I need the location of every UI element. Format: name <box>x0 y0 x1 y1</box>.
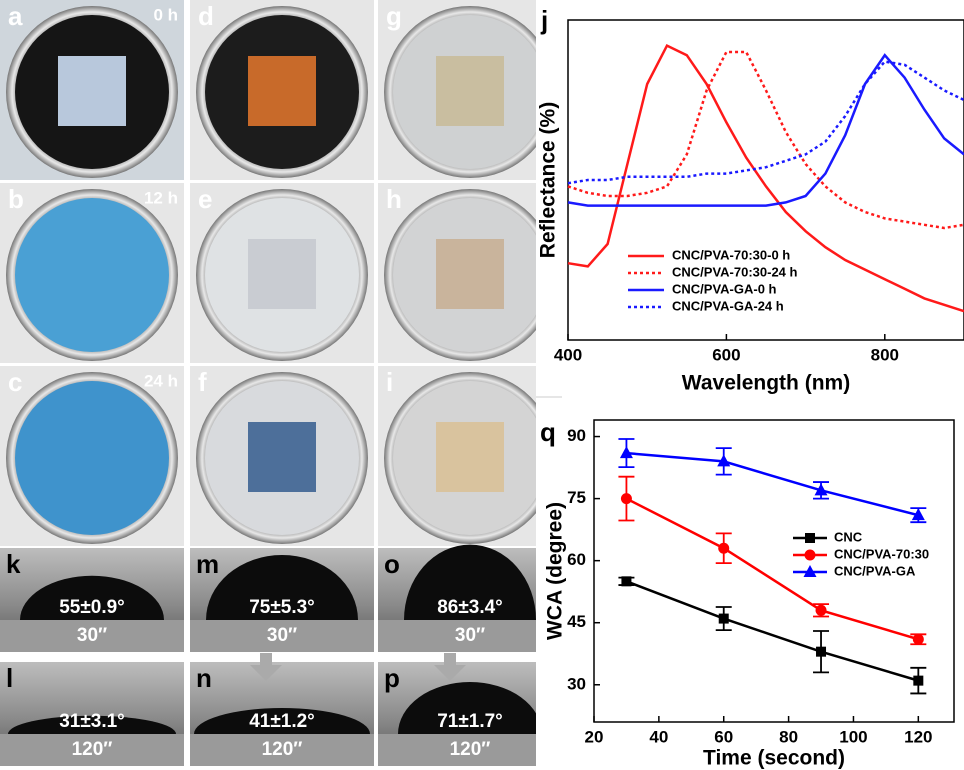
legend-label: CNC/PVA-GA-0 h <box>672 281 777 296</box>
drop-panel: k 55±0.9° 30″ <box>0 548 184 652</box>
panel-label: j <box>540 5 548 35</box>
panel-label: g <box>386 1 402 31</box>
time-label: 30″ <box>77 625 107 646</box>
x-tick-label: 100 <box>839 727 867 746</box>
legend-label: CNC/PVA-70:30-24 h <box>672 264 798 279</box>
legend-label: CNC/PVA-70:30 <box>834 546 929 561</box>
panel-label: i <box>386 367 393 397</box>
panel-label: d <box>198 1 214 31</box>
time-label: 120″ <box>262 739 303 760</box>
panel-label: a <box>8 1 23 31</box>
time-label: 120″ <box>72 739 113 760</box>
film <box>436 56 504 126</box>
x-axis-title: Wavelength (nm) <box>682 372 850 395</box>
x-tick-label: 80 <box>779 727 798 746</box>
marker <box>718 543 729 554</box>
film <box>436 239 504 309</box>
photo-panel: b 12 h <box>0 183 184 363</box>
drop-panel: l 31±3.1° 120″ <box>0 662 184 766</box>
time-label: 120″ <box>450 739 491 760</box>
time-label: 24 h <box>144 371 178 390</box>
chart: j 400 600 800 Wavelength (nm) Reflectance (%)… <box>536 0 964 396</box>
contact-angle: 41±1.2° <box>249 711 315 732</box>
contact-angle: 75±5.3° <box>249 597 315 618</box>
charts: j 400 600 800 Wavelength (nm) Reflectance (%)… <box>536 0 964 770</box>
contact-angle: 55±0.9° <box>59 597 125 618</box>
film <box>436 422 504 492</box>
photo-panel: d <box>190 0 374 180</box>
y-tick-label: 45 <box>567 612 586 631</box>
panel-label: o <box>384 549 400 579</box>
marker <box>805 550 816 561</box>
panel-label: f <box>198 367 207 397</box>
y-axis-title: Reflectance (%) <box>537 102 560 258</box>
drop-panel: p 71±1.7° 120″ <box>378 662 562 766</box>
film <box>58 56 126 126</box>
film <box>248 56 316 126</box>
panel-label: l <box>6 663 13 693</box>
marker <box>913 676 923 686</box>
x-tick-label: 60 <box>714 727 733 746</box>
chart: q 20 40 60 80 100 120 30 45 60 75 90 Time (second) WC… <box>536 398 964 770</box>
figure-canvas: a 0 h b 12 h c 24 h d e f g h i k 55±0.9° 30″ l 31±3.1°… <box>0 0 964 770</box>
panel-label: b <box>8 184 24 214</box>
drop-panel: n 41±1.2° 120″ <box>190 662 374 766</box>
marker <box>621 576 631 586</box>
drop-panel: m 75±5.3° 30″ <box>190 548 374 652</box>
panel-label: n <box>196 663 212 693</box>
marker <box>621 493 632 504</box>
photo-panel: e <box>190 183 374 363</box>
drop-panels: k 55±0.9° 30″ l 31±3.1° 120″ m 75±5.3° 30″ n 41±1.… <box>0 545 562 766</box>
y-tick-label: 30 <box>567 674 586 693</box>
marker <box>816 647 826 657</box>
legend-label: CNC/PVA-GA-24 h <box>672 298 784 313</box>
marker <box>719 614 729 624</box>
y-tick-label: 90 <box>567 426 586 445</box>
marker <box>805 533 815 543</box>
figure: a 0 h b 12 h c 24 h d e f g h i k 55±0.9° 30″ l 31±3.1°… <box>0 0 964 770</box>
panel-label: p <box>384 663 400 693</box>
contact-angle: 86±3.4° <box>437 597 503 618</box>
marker <box>816 605 827 616</box>
photo-panel: c 24 h <box>0 366 184 546</box>
x-axis-title: Time (second) <box>703 747 845 770</box>
film <box>248 239 316 309</box>
legend-label: CNC <box>834 529 863 544</box>
time-label: 0 h <box>153 5 178 24</box>
photo-panel: h <box>378 183 562 363</box>
film <box>248 422 316 492</box>
panel-label: e <box>198 184 212 214</box>
x-tick-label: 600 <box>712 345 740 364</box>
y-tick-label: 75 <box>567 488 586 507</box>
y-tick-label: 60 <box>567 550 586 569</box>
time-label: 30″ <box>455 625 485 646</box>
photo-panel: g <box>378 0 562 180</box>
marker <box>913 634 924 645</box>
chart-background <box>536 398 964 770</box>
panel-label: m <box>196 549 219 579</box>
x-tick-label: 40 <box>649 727 668 746</box>
drop-panel: o 86±3.4° 30″ <box>378 545 562 652</box>
time-label: 30″ <box>267 625 297 646</box>
photo-panel: i <box>378 366 562 546</box>
x-tick-label: 20 <box>585 727 604 746</box>
dish-inner <box>15 198 169 352</box>
contact-angle: 71±1.7° <box>437 711 503 732</box>
contact-angle: 31±3.1° <box>59 711 125 732</box>
panel-label: k <box>6 549 21 579</box>
photo-panel: a 0 h <box>0 0 184 180</box>
panel-label: q <box>540 417 556 447</box>
y-axis-title: WCA (degree) <box>544 502 567 640</box>
panel-label: h <box>386 184 402 214</box>
time-label: 12 h <box>144 188 178 207</box>
photo-panel: f <box>190 366 374 546</box>
x-tick-label: 400 <box>554 345 582 364</box>
x-tick-label: 120 <box>904 727 932 746</box>
legend-label: CNC/PVA-GA <box>834 563 916 578</box>
dish-inner <box>15 381 169 535</box>
panel-label: c <box>8 367 22 397</box>
photo-panels: a 0 h b 12 h c 24 h d e f g h i <box>0 0 562 546</box>
legend-label: CNC/PVA-70:30-0 h <box>672 247 790 262</box>
x-tick-label: 800 <box>871 345 899 364</box>
